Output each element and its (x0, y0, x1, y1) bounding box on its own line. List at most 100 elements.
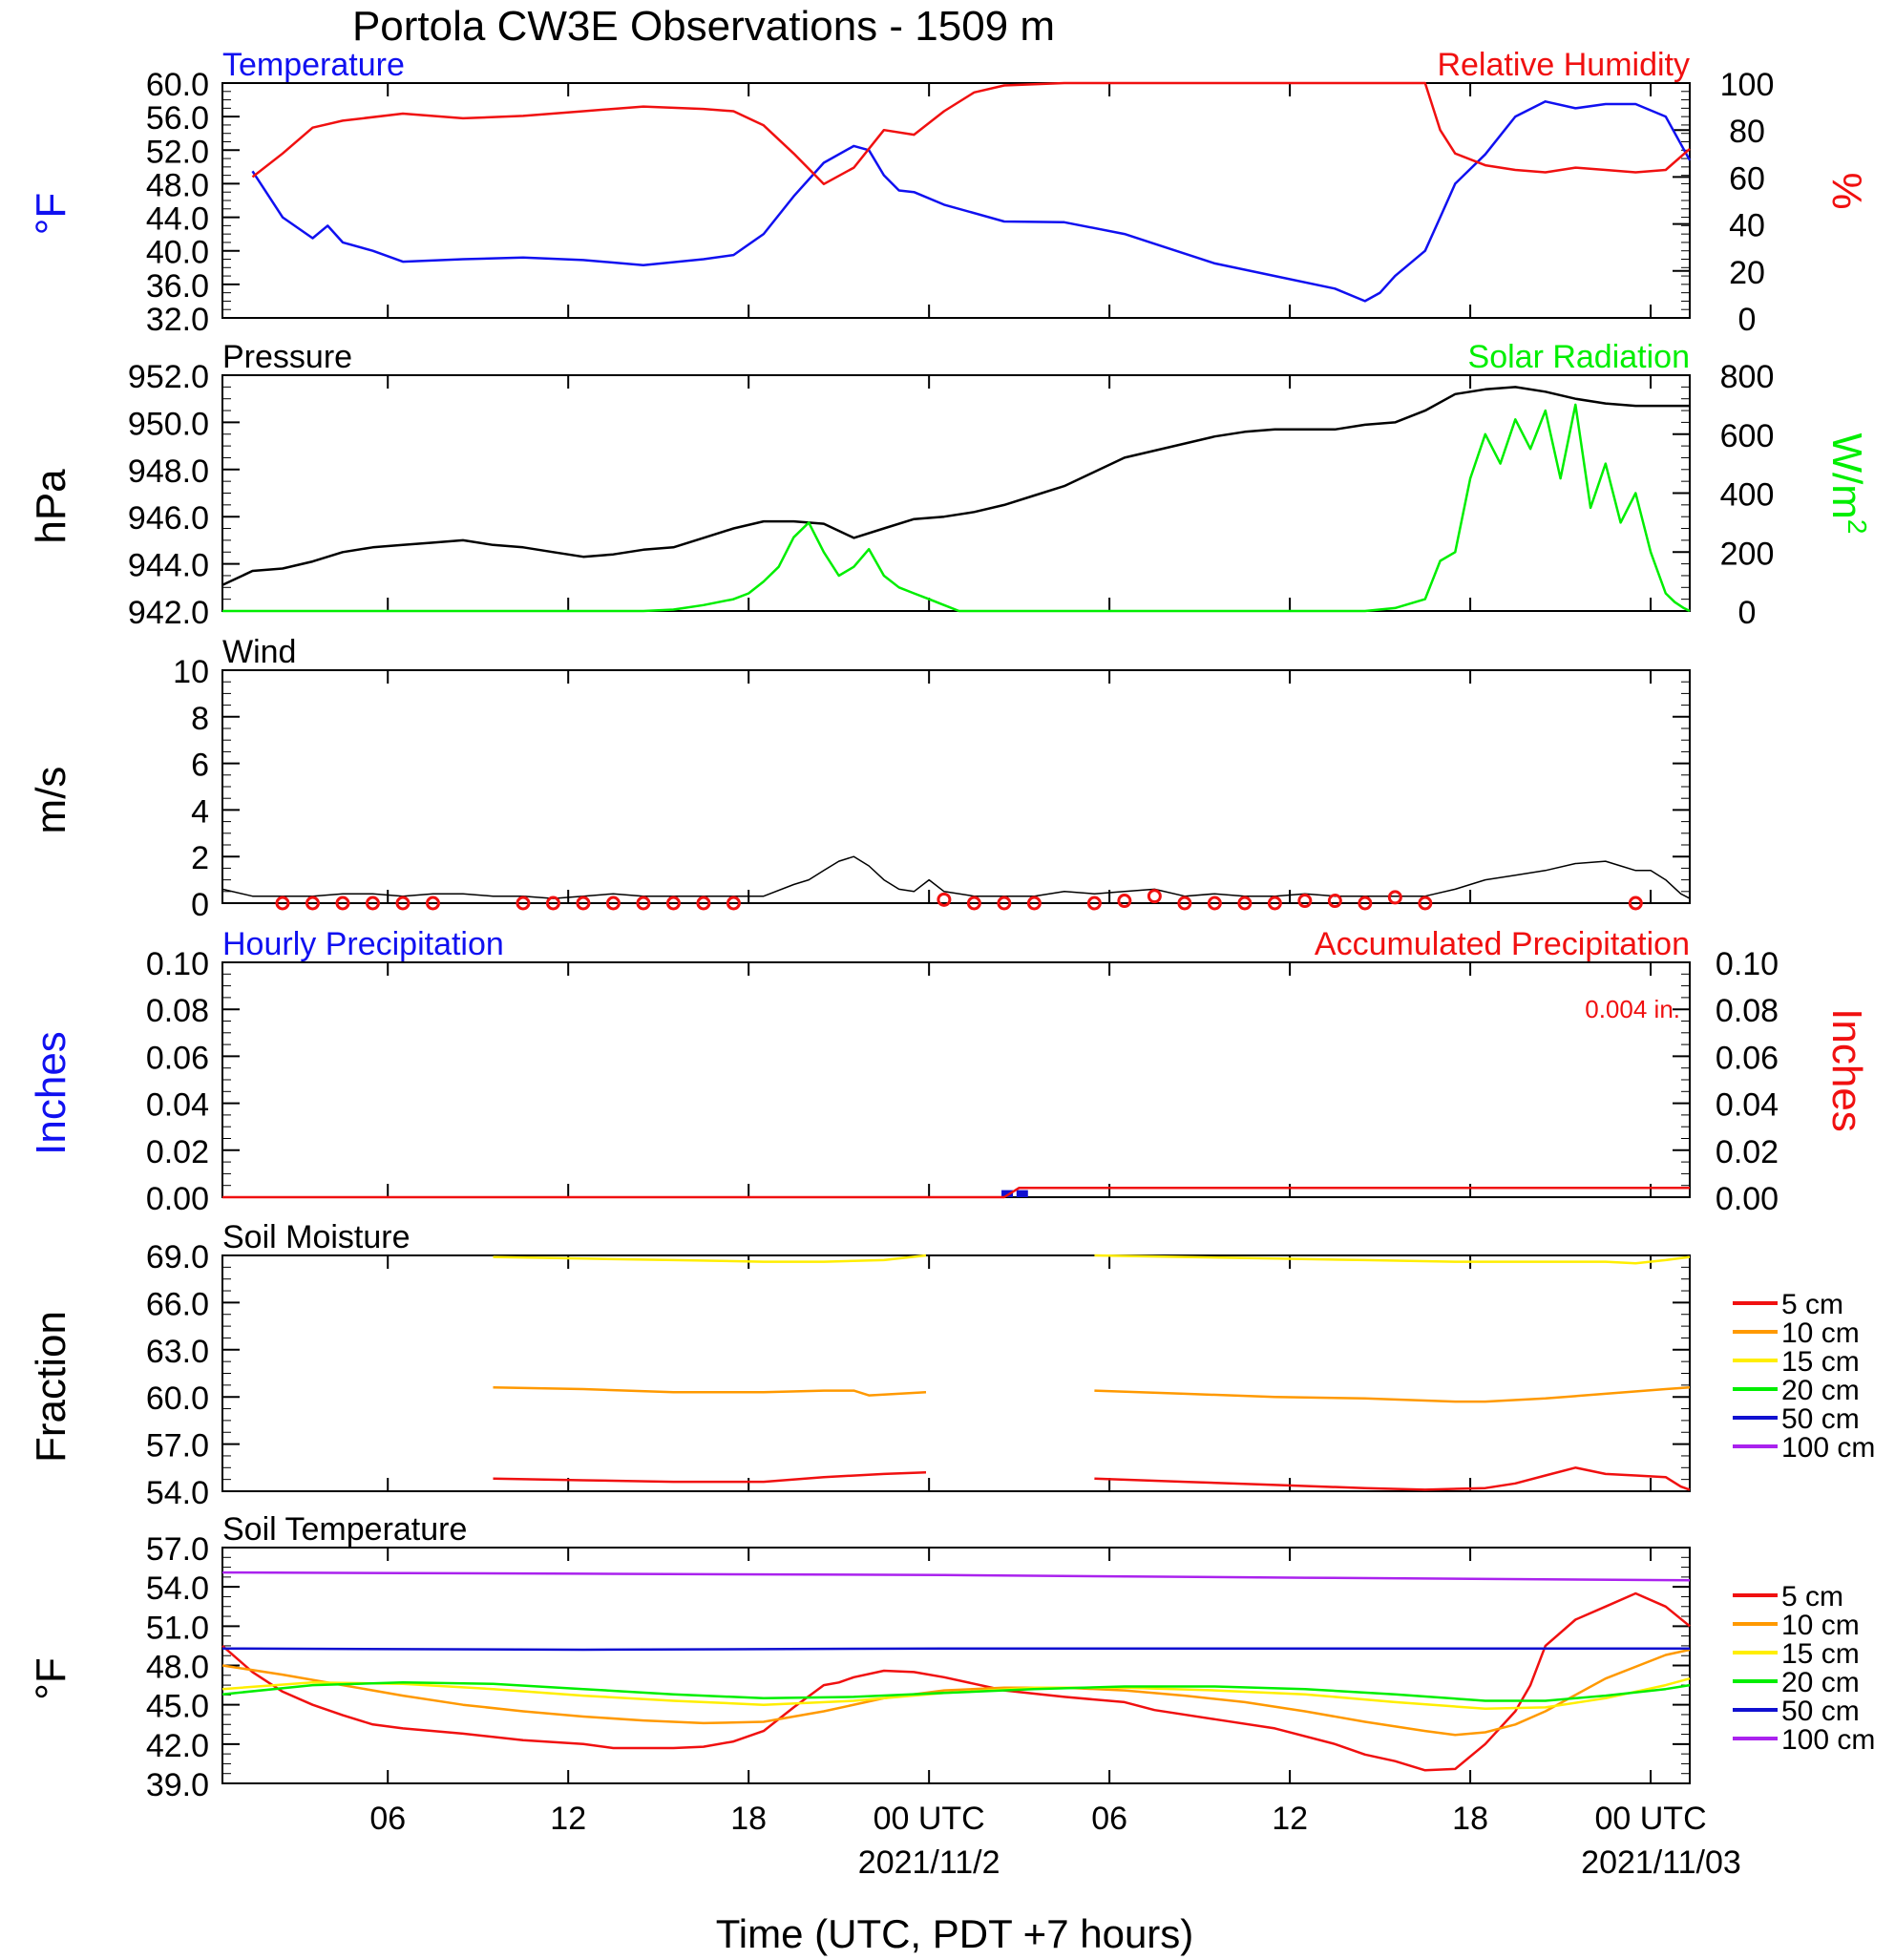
panel-wind: 10 8 6 4 2 0 Wind m/s (28, 634, 1691, 923)
wind-direction-marker (1237, 896, 1253, 911)
wind-direction-marker (696, 896, 711, 911)
series-50-cm (221, 1647, 1690, 1652)
series-15-cm (221, 1676, 1691, 1711)
x-tick-label: 12 (550, 1801, 586, 1837)
y-tick-label: 57.0 (146, 1531, 209, 1568)
panel-left-label: Pressure (222, 339, 352, 375)
precip-bar (1001, 1190, 1014, 1197)
y2-tick-label: 80 (1729, 114, 1765, 150)
y-tick-label: 0.08 (146, 993, 209, 1029)
series-temperature (251, 100, 1692, 303)
wind-direction-marker (726, 896, 741, 911)
wind-direction-marker (636, 896, 651, 911)
y-tick-label: 42.0 (146, 1728, 209, 1764)
y2-tick-label: 0.06 (1716, 1040, 1779, 1076)
y-tick-label: 0.00 (146, 1181, 209, 1217)
wind-direction-marker (516, 896, 531, 911)
panel-soil-moisture: 69.0 66.0 63.0 60.0 57.0 54.0 Soil Moisture Fra… (28, 1219, 1875, 1511)
y2-tick-label: 800 (1720, 359, 1775, 395)
y-tick-label: 69.0 (146, 1239, 209, 1275)
legend-label: 100 cm (1781, 1724, 1875, 1756)
legend-label: 100 cm (1781, 1432, 1875, 1464)
y-tick-label: 0.10 (146, 946, 209, 982)
y-tick-label: 66.0 (146, 1286, 209, 1322)
plot-frame (221, 82, 1691, 319)
y-tick-label: 60.0 (146, 1380, 209, 1417)
y-unit-label: hPa (28, 469, 74, 544)
y-tick-label: 944.0 (128, 548, 209, 584)
legend-label: 15 cm (1781, 1638, 1860, 1670)
plot-frame (221, 961, 1691, 1198)
wind-direction-marker (1177, 896, 1192, 911)
series-relative-humidity (251, 81, 1691, 186)
y2-tick-label: 0.02 (1716, 1134, 1779, 1170)
wind-direction-marker (966, 896, 981, 911)
panel-pressure-solar: 952.0 950.0 948.0 946.0 944.0 942.0 800 600 400 2… (28, 339, 1872, 631)
wind-direction-marker (665, 896, 681, 911)
x-tick-label: 00 UTC (1594, 1801, 1706, 1837)
wind-direction-marker (1297, 894, 1313, 909)
legend-label: 20 cm (1781, 1375, 1860, 1406)
x-tick-label: 18 (730, 1801, 767, 1837)
y-tick-label: 60.0 (146, 67, 209, 103)
y2-unit-label: % (1823, 172, 1870, 209)
legend-label: 20 cm (1781, 1667, 1860, 1698)
y2-unit-label: W/m2 (1823, 433, 1872, 535)
series-5-cm (221, 1591, 1691, 1772)
y2-unit-superscript: 2 (1842, 519, 1872, 535)
y-tick-label: 6 (191, 748, 209, 784)
wind-direction-marker (1418, 896, 1433, 911)
x-tick-label: 06 (369, 1801, 406, 1837)
x-axis-label: Time (UTC, PDT +7 hours) (716, 1911, 1194, 1956)
panel-soil-temperature: 57.054.051.0 48.045.042.039.0 Soil Tempera… (28, 1511, 1875, 1803)
wind-direction-marker (425, 896, 440, 911)
y-tick-label: 40.0 (146, 235, 209, 271)
legend-label: 15 cm (1781, 1346, 1860, 1378)
y-tick-label: 0 (191, 887, 209, 923)
series-accumulated-precipitation (222, 1186, 1690, 1199)
y-tick-label: 32.0 (146, 302, 209, 338)
y2-tick-label: 600 (1720, 418, 1775, 454)
panel-left-label: Soil Temperature (222, 1511, 467, 1548)
series-pressure (221, 386, 1690, 586)
y-tick-label: 950.0 (128, 406, 209, 442)
y-tick-label: 54.0 (146, 1475, 209, 1511)
y2-tick-label: 0.00 (1716, 1181, 1779, 1217)
x-date-label: 2021/11/2 (858, 1844, 1000, 1881)
y-tick-label: 952.0 (128, 359, 209, 395)
y-tick-label: 48.0 (146, 167, 209, 203)
y-unit-label: Fraction (28, 1311, 74, 1463)
y-tick-label: 51.0 (146, 1610, 209, 1646)
y2-tick-label: 0 (1738, 595, 1757, 631)
y-tick-label: 948.0 (128, 453, 209, 490)
panel-temperature-humidity: 60.056.052.048.044.040.036.032.0 100 80 60 4… (28, 47, 1870, 338)
panel-right-label: Relative Humidity (1437, 47, 1690, 83)
legend-label: 50 cm (1781, 1403, 1860, 1435)
plot-frame (221, 1254, 1691, 1492)
wind-direction-marker (1026, 896, 1042, 911)
legend-label: 5 cm (1781, 1581, 1843, 1612)
precip-bar (1016, 1190, 1028, 1197)
panel-right-label: Accumulated Precipitation (1315, 926, 1690, 962)
wind-direction-marker (605, 896, 621, 911)
y-tick-label: 48.0 (146, 1650, 209, 1686)
y-tick-label: 0.02 (146, 1134, 209, 1170)
wind-direction-marker (335, 896, 350, 911)
wind-direction-marker (1387, 890, 1402, 905)
wind-direction-marker (1628, 896, 1643, 911)
y2-tick-label: 0.08 (1716, 993, 1779, 1029)
chart-title: Portola CW3E Observations - 1509 m (352, 3, 1055, 50)
y-tick-label: 0.06 (146, 1040, 209, 1076)
y-tick-label: 63.0 (146, 1334, 209, 1370)
wind-direction-marker (1147, 889, 1162, 904)
y2-tick-label: 0.10 (1716, 946, 1779, 982)
y2-tick-label: 0.04 (1716, 1087, 1779, 1124)
x-date-label: 2021/11/03 (1581, 1844, 1741, 1881)
panel-left-label: Temperature (222, 47, 405, 83)
y-tick-label: 946.0 (128, 500, 209, 537)
y2-tick-label: 0 (1738, 302, 1757, 338)
plot-frame (221, 669, 1691, 904)
y-tick-label: 56.0 (146, 100, 209, 137)
y-unit-label: m/s (28, 767, 74, 834)
panel-precipitation: 0.10 0.08 0.06 0.04 0.02 0.00 0.10 0.08 0.06 0.04… (28, 926, 1870, 1217)
